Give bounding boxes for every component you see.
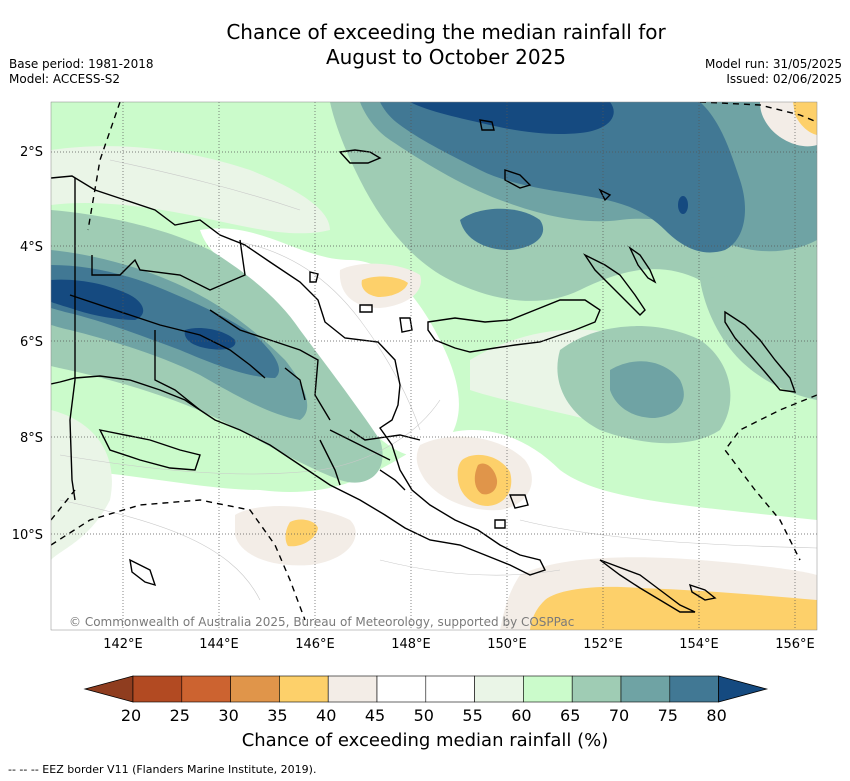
field-over-80-north [410, 102, 614, 135]
colorbar-tick-label: 50 [414, 706, 434, 725]
new-guinea-coast [51, 175, 546, 576]
colorbar-bin [620, 675, 671, 703]
colorbar-tick-label: 55 [462, 706, 482, 725]
colorbar-bin [474, 675, 524, 703]
field-70-75-east [610, 361, 684, 418]
colorbar-bin [230, 675, 280, 703]
colorbar-arrow-low [83, 675, 134, 703]
colorbar-bin [327, 675, 378, 703]
issued-date: Issued: 02/06/2025 [726, 72, 842, 86]
colorbar-bin [279, 675, 329, 703]
meta-left: Base period: 1981-2018 Model: ACCESS-S2 [9, 57, 154, 87]
colorbar-tick-label: 75 [658, 706, 678, 725]
rainfall-field [51, 102, 817, 630]
meta-right: Model run: 31/05/2025 Issued: 02/06/2025 [705, 57, 842, 87]
lat-label: 8°S [20, 431, 43, 446]
field-35-40-northeast [793, 102, 817, 135]
colorbar-tick-label: 65 [560, 706, 580, 725]
colorbar-tick-label: 25 [170, 706, 190, 725]
lat-label: 4°S [20, 240, 43, 255]
bougainville [724, 310, 797, 393]
colorbar-bin [132, 675, 183, 703]
graticule [51, 102, 817, 630]
lat-axis: 2°S 4°S 6°S 8°S 10°S [12, 145, 43, 543]
contour-lines [59, 159, 817, 601]
new-ireland [582, 253, 646, 316]
lon-label: 144°E [199, 637, 239, 652]
eez-footnote: -- -- -- EEZ border V11 (Flanders Marine… [8, 763, 317, 776]
lon-label: 152°E [583, 637, 623, 652]
lon-label: 146°E [295, 637, 335, 652]
colorbar-tick-label: 60 [511, 706, 531, 725]
colorbar-tick-label: 70 [609, 706, 629, 725]
colorbar-tick-label: 80 [706, 706, 726, 725]
colorbar-tick-label: 30 [218, 706, 238, 725]
colorbar-bin [669, 675, 719, 703]
field-55-60-west [51, 410, 112, 560]
field-35-40-central [361, 276, 408, 297]
lat-label: 10°S [12, 528, 43, 543]
colorbar-bin [571, 675, 622, 703]
field-over-80-east [678, 196, 688, 214]
colorbar-tick-label: 45 [365, 706, 385, 725]
colorbar-bin [425, 675, 475, 703]
land-outlines [51, 119, 797, 613]
lat-label: 6°S [20, 335, 43, 350]
colorbar-bin [523, 675, 573, 703]
field-over-80-central [184, 328, 236, 350]
colorbar-title: Chance of exceeding median rainfall (%) [241, 730, 609, 751]
lon-label: 142°E [103, 637, 143, 652]
colorbar-tick-label: 20 [121, 706, 141, 725]
colorbar-tick-label: 35 [267, 706, 287, 725]
lat-label: 2°S [20, 145, 43, 160]
field-over-80-west [51, 279, 144, 320]
colorbar-tick-label: 40 [316, 706, 336, 725]
lon-axis: 142°E 144°E 146°E 148°E 150°E 152°E 154°… [103, 637, 815, 652]
model-name: Model: ACCESS-S2 [9, 72, 121, 86]
lon-label: 150°E [487, 637, 527, 652]
colorbar-arrow-high [718, 675, 769, 703]
map-frame [50, 101, 818, 631]
lon-label: 148°E [391, 637, 431, 652]
field-55-60-north [51, 146, 330, 234]
title-line-1: Chance of exceeding the median rainfall … [226, 20, 666, 44]
field-75-80-central [460, 208, 544, 250]
model-run: Model run: 31/05/2025 [704, 57, 842, 71]
base-period: Base period: 1981-2018 [9, 57, 154, 71]
eez-border [51, 102, 817, 621]
new-britain [427, 299, 601, 353]
field-30-35-south [474, 463, 498, 495]
lon-label: 156°E [775, 637, 815, 652]
lon-label: 154°E [679, 637, 719, 652]
field-75-80-north [380, 102, 745, 253]
colorbar: 20 25 30 35 40 45 50 55 60 65 70 75 80 [83, 675, 769, 725]
colorbar-bin [181, 675, 231, 703]
chart-title: Chance of exceeding the median rainfall … [0, 20, 850, 70]
title-line-2: August to October 2025 [325, 45, 567, 69]
colorbar-bin [376, 675, 427, 703]
field-35-40-southwest [285, 519, 318, 547]
copyright-notice: © Commonwealth of Australia 2025, Bureau… [69, 615, 574, 629]
